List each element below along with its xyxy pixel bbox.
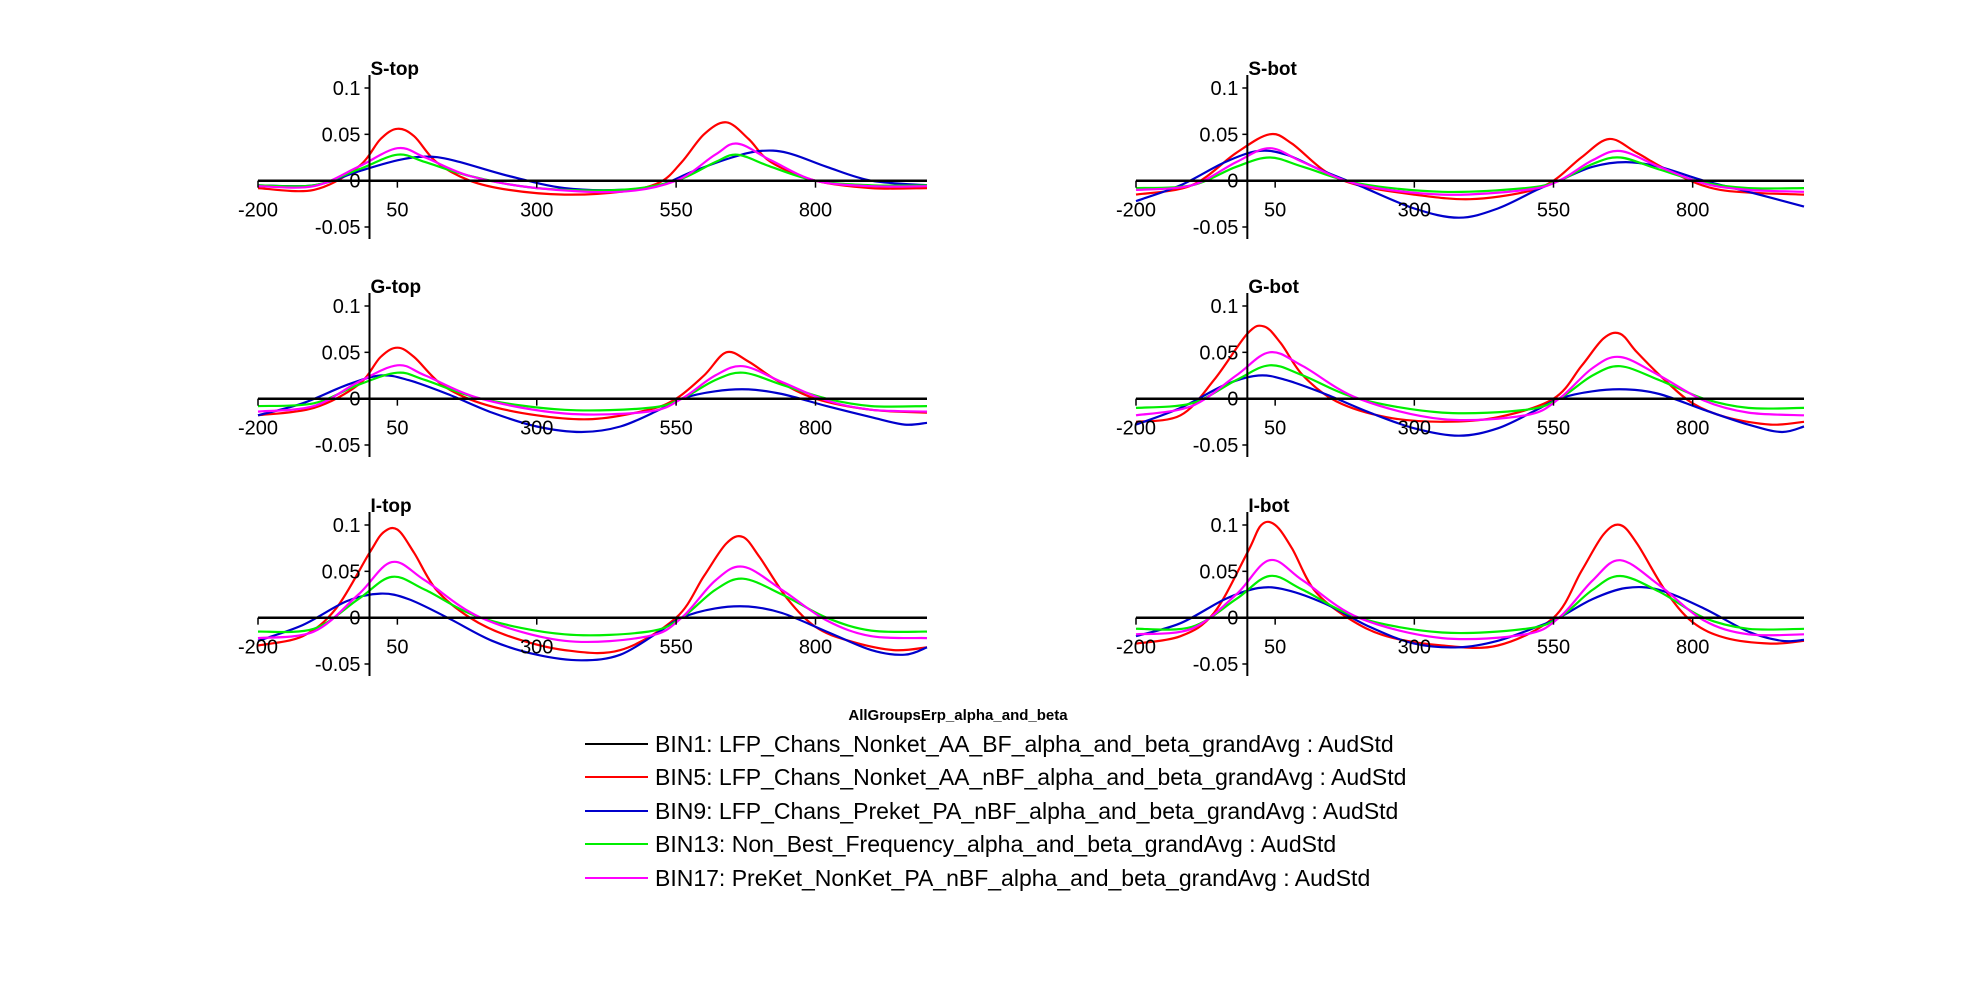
legend-label: BIN17: PreKet_NonKet_PA_nBF_alpha_and_be… xyxy=(655,865,1370,891)
panel-title: I-top xyxy=(371,496,412,517)
legend-entry: BIN5: LFP_Chans_Nonket_AA_nBF_alpha_and_… xyxy=(585,764,1406,790)
legend-entry: BIN13: Non_Best_Frequency_alpha_and_beta… xyxy=(585,831,1336,857)
y-tick-label: 0 xyxy=(349,389,360,411)
y-tick-label: -0.05 xyxy=(315,654,361,676)
series-line xyxy=(1135,132,1805,201)
y-tick-label: -0.05 xyxy=(1193,654,1239,676)
y-tick-label: 0.05 xyxy=(1199,342,1238,364)
x-tick-label: 550 xyxy=(1537,418,1570,440)
legend-label: BIN9: LFP_Chans_Preket_PA_nBF_alpha_and_… xyxy=(655,798,1398,824)
y-tick-label: 0.1 xyxy=(333,296,361,318)
x-tick-label: 550 xyxy=(1537,200,1570,222)
y-tick-label: 0.1 xyxy=(333,78,361,100)
x-tick-label: -200 xyxy=(238,200,278,222)
series-line xyxy=(257,153,928,192)
x-tick-label: 550 xyxy=(1537,637,1570,659)
x-tick-label: -200 xyxy=(1116,418,1156,440)
x-tick-label: 50 xyxy=(1264,200,1286,222)
y-tick-label: -0.05 xyxy=(1193,435,1239,457)
x-tick-label: 800 xyxy=(1676,418,1709,440)
x-tick-label: 50 xyxy=(1264,637,1286,659)
x-tick-label: 800 xyxy=(799,200,832,222)
panel-i-bot: 0.1 0.05 0 -0.05 -200 50 300 550 800 I-bot xyxy=(1116,496,1805,676)
series-line xyxy=(257,142,928,194)
panel-title: S-bot xyxy=(1248,59,1297,80)
panel-title: G-bot xyxy=(1248,277,1299,298)
panel-g-top: 0.1 0.05 0 -0.05 -200 50 300 550 800 G-top xyxy=(238,277,928,457)
series-line xyxy=(1135,351,1805,422)
series-line xyxy=(1135,324,1805,426)
series-line xyxy=(1135,558,1805,641)
x-tick-label: -200 xyxy=(238,637,278,659)
y-tick-label: 0 xyxy=(1227,171,1238,193)
y-tick-label: -0.05 xyxy=(315,217,361,239)
x-tick-label: 50 xyxy=(1264,418,1286,440)
y-tick-label: 0.05 xyxy=(322,124,361,146)
legend-label: BIN13: Non_Best_Frequency_alpha_and_beta… xyxy=(655,831,1336,857)
y-tick-label: 0.05 xyxy=(322,561,361,583)
series-line xyxy=(257,121,928,196)
x-tick-label: 550 xyxy=(659,637,692,659)
y-tick-label: 0.05 xyxy=(322,342,361,364)
x-tick-label: 800 xyxy=(799,418,832,440)
legend-entry: BIN1: LFP_Chans_Nonket_AA_BF_alpha_and_b… xyxy=(585,731,1394,757)
x-tick-label: -200 xyxy=(238,418,278,440)
y-tick-label: 0.05 xyxy=(1199,124,1238,146)
y-tick-label: -0.05 xyxy=(315,435,361,457)
x-tick-label: -200 xyxy=(1116,200,1156,222)
legend-entry: BIN9: LFP_Chans_Preket_PA_nBF_alpha_and_… xyxy=(585,798,1398,824)
x-tick-label: -200 xyxy=(1116,637,1156,659)
panel-i-top: 0.1 0.05 0 -0.05 -200 50 300 550 800 I-top xyxy=(238,496,928,676)
figure-title: AllGroupsErp_alpha_and_beta xyxy=(848,707,1068,724)
y-tick-label: 0.1 xyxy=(1211,515,1239,537)
panel-s-bot: 0.1 0.05 0 -0.05 -200 50 300 550 800 S-bot xyxy=(1116,59,1805,239)
x-tick-label: 800 xyxy=(1676,637,1709,659)
x-tick-label: 50 xyxy=(386,637,408,659)
series-line xyxy=(1135,585,1805,649)
y-tick-label: 0 xyxy=(1227,389,1238,411)
series-line xyxy=(257,560,928,644)
y-tick-label: 0.1 xyxy=(1211,296,1239,318)
y-tick-label: 0.05 xyxy=(1199,561,1238,583)
x-tick-label: 300 xyxy=(1398,200,1431,222)
legend-label: BIN1: LFP_Chans_Nonket_AA_BF_alpha_and_b… xyxy=(655,731,1394,757)
panel-s-top: 0.1 0.05 0 -0.05 -200 50 300 550 800 S-top xyxy=(238,59,928,239)
y-tick-label: 0.1 xyxy=(1211,78,1239,100)
legend-entry: BIN17: PreKet_NonKet_PA_nBF_alpha_and_be… xyxy=(585,865,1370,891)
y-tick-label: 0 xyxy=(1227,608,1238,630)
legend: BIN1: LFP_Chans_Nonket_AA_BF_alpha_and_b… xyxy=(585,731,1406,891)
x-tick-label: 50 xyxy=(386,200,408,222)
x-tick-label: 300 xyxy=(1398,637,1431,659)
x-tick-label: 300 xyxy=(520,637,553,659)
x-tick-label: 50 xyxy=(386,418,408,440)
panel-title: G-top xyxy=(371,277,422,298)
y-tick-label: 0 xyxy=(349,608,360,630)
erp-panels: 0.1 0.05 0 -0.05 -200 50 300 550 800 S-top 0.1 0.05… xyxy=(238,59,1805,676)
series-line xyxy=(1135,147,1805,196)
y-tick-label: -0.05 xyxy=(1193,217,1239,239)
series-line xyxy=(257,374,928,434)
x-tick-label: 800 xyxy=(799,637,832,659)
x-tick-label: 300 xyxy=(520,200,553,222)
series-line xyxy=(257,364,928,416)
x-tick-label: 800 xyxy=(1676,200,1709,222)
x-tick-label: 300 xyxy=(520,418,553,440)
legend-label: BIN5: LFP_Chans_Nonket_AA_nBF_alpha_and_… xyxy=(655,764,1406,790)
y-tick-label: 0.1 xyxy=(333,515,361,537)
series-line xyxy=(257,526,928,655)
x-tick-label: 300 xyxy=(1398,418,1431,440)
x-tick-label: 550 xyxy=(659,200,692,222)
panel-title: S-top xyxy=(371,59,420,80)
x-tick-label: 550 xyxy=(659,418,692,440)
panel-g-bot: 0.1 0.05 0 -0.05 -200 50 300 550 800 G-bot xyxy=(1116,277,1805,457)
y-tick-label: 0 xyxy=(349,171,360,193)
series-line xyxy=(1135,374,1805,437)
panel-title: I-bot xyxy=(1248,496,1290,517)
series-line xyxy=(257,592,928,662)
